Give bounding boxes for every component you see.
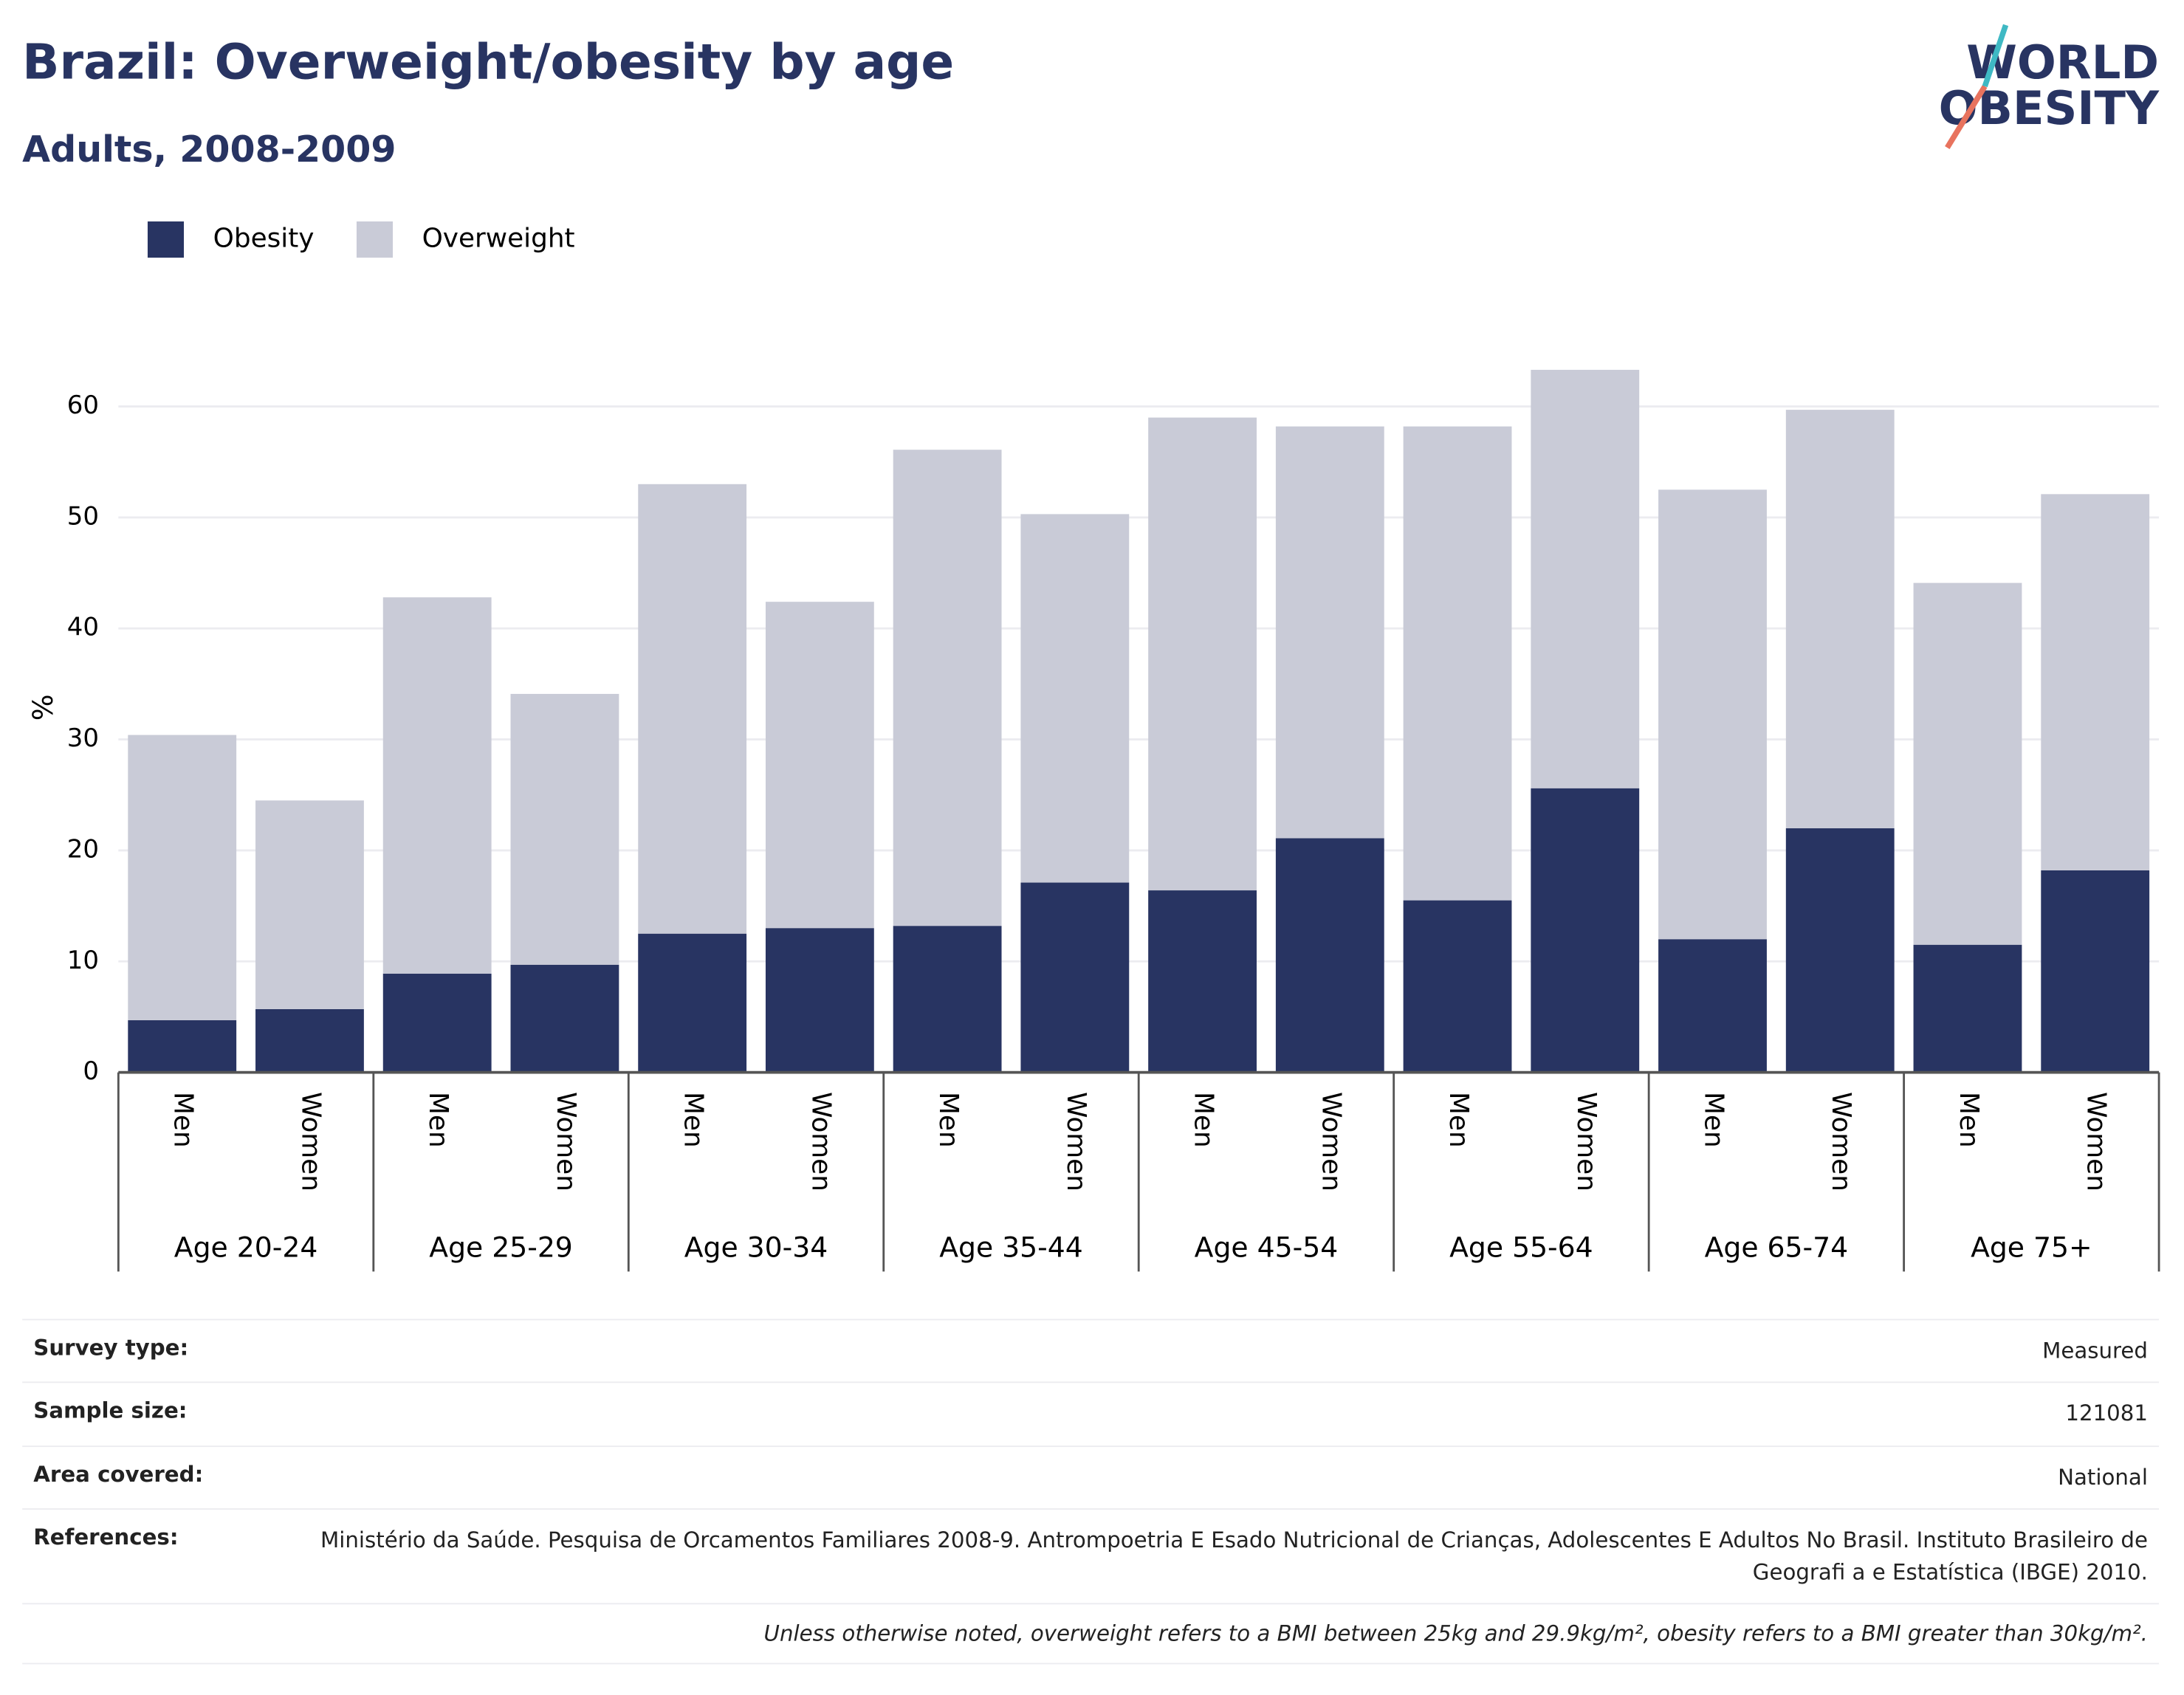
bar-segment <box>2041 870 2150 1073</box>
x-tick-label: Men <box>1189 1092 1219 1148</box>
bar-segment <box>382 973 492 1073</box>
bar-segment <box>893 450 1002 926</box>
bar-segment <box>255 800 364 1009</box>
x-tick-label: Women <box>806 1092 836 1192</box>
bar-segment <box>765 602 874 929</box>
bar-segment <box>1913 944 2022 1073</box>
bar-segment <box>1403 426 1512 901</box>
chart: Brazil: Overweight/obesity by age Adults… <box>22 24 2160 1272</box>
x-tick-label: Men <box>1954 1092 1984 1148</box>
bar-segment <box>382 597 492 974</box>
chart-subtitle: Adults, 2008-2009 <box>22 128 396 171</box>
legend-swatch <box>147 221 185 258</box>
x-tick-label: Women <box>295 1092 326 1192</box>
bar-segment <box>1020 514 1130 883</box>
y-tick-label: 30 <box>67 723 99 753</box>
logo-line: OBESITY <box>1939 81 2160 135</box>
bar-segment <box>1658 939 1767 1073</box>
bar-segment <box>1913 582 2022 945</box>
details-table: Survey type: Measured Sample size: 121081 Ar… <box>22 1318 2160 1665</box>
group-label: Age 35-44 <box>939 1231 1083 1264</box>
bar-segment <box>1148 417 1257 891</box>
bar-segment <box>1148 890 1257 1073</box>
x-tick-label: Women <box>1061 1092 1091 1192</box>
y-tick-label: 60 <box>67 391 99 420</box>
bar-segment <box>1785 828 1895 1073</box>
bar-segment <box>1403 900 1512 1073</box>
bar-segment <box>1658 489 1767 940</box>
bar-segment <box>1785 410 1895 828</box>
x-tick-label: Women <box>1316 1092 1346 1192</box>
chart-title: Brazil: Overweight/obesity by age <box>22 34 954 91</box>
details-row: Survey type: Measured <box>22 1318 2160 1383</box>
y-tick-label: 10 <box>67 946 99 975</box>
details-row: Area covered: National <box>22 1445 2160 1509</box>
bar-segment <box>893 926 1002 1073</box>
bar-segment <box>1275 426 1384 839</box>
group-label: Age 55-64 <box>1449 1231 1593 1264</box>
bar-segment <box>1020 882 1130 1073</box>
bar-segment <box>765 928 874 1073</box>
legend-swatch <box>356 221 393 258</box>
details-value: Ministério da Saúde. Pesquisa de Orcamen… <box>320 1528 2148 1585</box>
details-label: Survey type: <box>33 1335 189 1361</box>
group-label: Age 30-34 <box>684 1231 828 1264</box>
x-tick-label: Women <box>1826 1092 1856 1192</box>
details-row: References: Ministério da Saúde. Pesquisa… <box>22 1508 2160 1603</box>
details-value: Measured <box>2042 1338 2148 1364</box>
x-tick-label: Men <box>1699 1092 1729 1148</box>
bar-segment <box>638 933 747 1073</box>
bar-segment <box>128 1020 237 1073</box>
bar-segment <box>510 964 619 1073</box>
x-tick-label: Women <box>551 1092 581 1192</box>
legend-label: Obesity <box>213 223 315 253</box>
bar-segment <box>128 735 237 1020</box>
bar-segment <box>1275 838 1384 1073</box>
details-row: Sample size: 121081 <box>22 1382 2160 1445</box>
footnote: Unless otherwise noted, overweight refer… <box>22 1603 2160 1665</box>
y-tick-label: 50 <box>67 501 99 531</box>
group-label: Age 75+ <box>1971 1231 2092 1264</box>
bar-segment <box>255 1008 364 1073</box>
y-tick-label: 40 <box>67 613 99 642</box>
bar-segment <box>638 484 747 934</box>
group-label: Age 45-54 <box>1195 1231 1339 1264</box>
details-value: 121081 <box>2065 1401 2148 1427</box>
details-value: National <box>2058 1465 2148 1491</box>
details-label: References: <box>33 1525 179 1551</box>
x-tick-label: Men <box>423 1092 453 1148</box>
logo-slash <box>1945 84 1988 149</box>
group-label: Age 65-74 <box>1705 1231 1849 1264</box>
details-label: Sample size: <box>33 1398 188 1424</box>
bar-segment <box>2041 494 2150 870</box>
x-tick-label: Men <box>1443 1092 1474 1148</box>
y-axis-label: % <box>27 694 59 721</box>
x-tick-label: Men <box>679 1092 709 1148</box>
group-label: Age 25-29 <box>429 1231 573 1264</box>
legend-label: Overweight <box>422 223 575 253</box>
x-tick-label: Women <box>2081 1092 2112 1192</box>
x-tick-label: Women <box>1571 1092 1601 1192</box>
x-tick-label: Men <box>168 1092 199 1148</box>
logo-slash <box>1982 24 2009 88</box>
x-tick-label: Men <box>933 1092 964 1148</box>
group-label: Age 20-24 <box>174 1231 318 1264</box>
y-tick-label: 0 <box>83 1056 99 1086</box>
bar-segment <box>1531 369 1640 788</box>
details-label: Area covered: <box>33 1462 204 1488</box>
bar-segment <box>1531 788 1640 1073</box>
y-tick-label: 20 <box>67 834 99 864</box>
bar-segment <box>510 693 619 965</box>
